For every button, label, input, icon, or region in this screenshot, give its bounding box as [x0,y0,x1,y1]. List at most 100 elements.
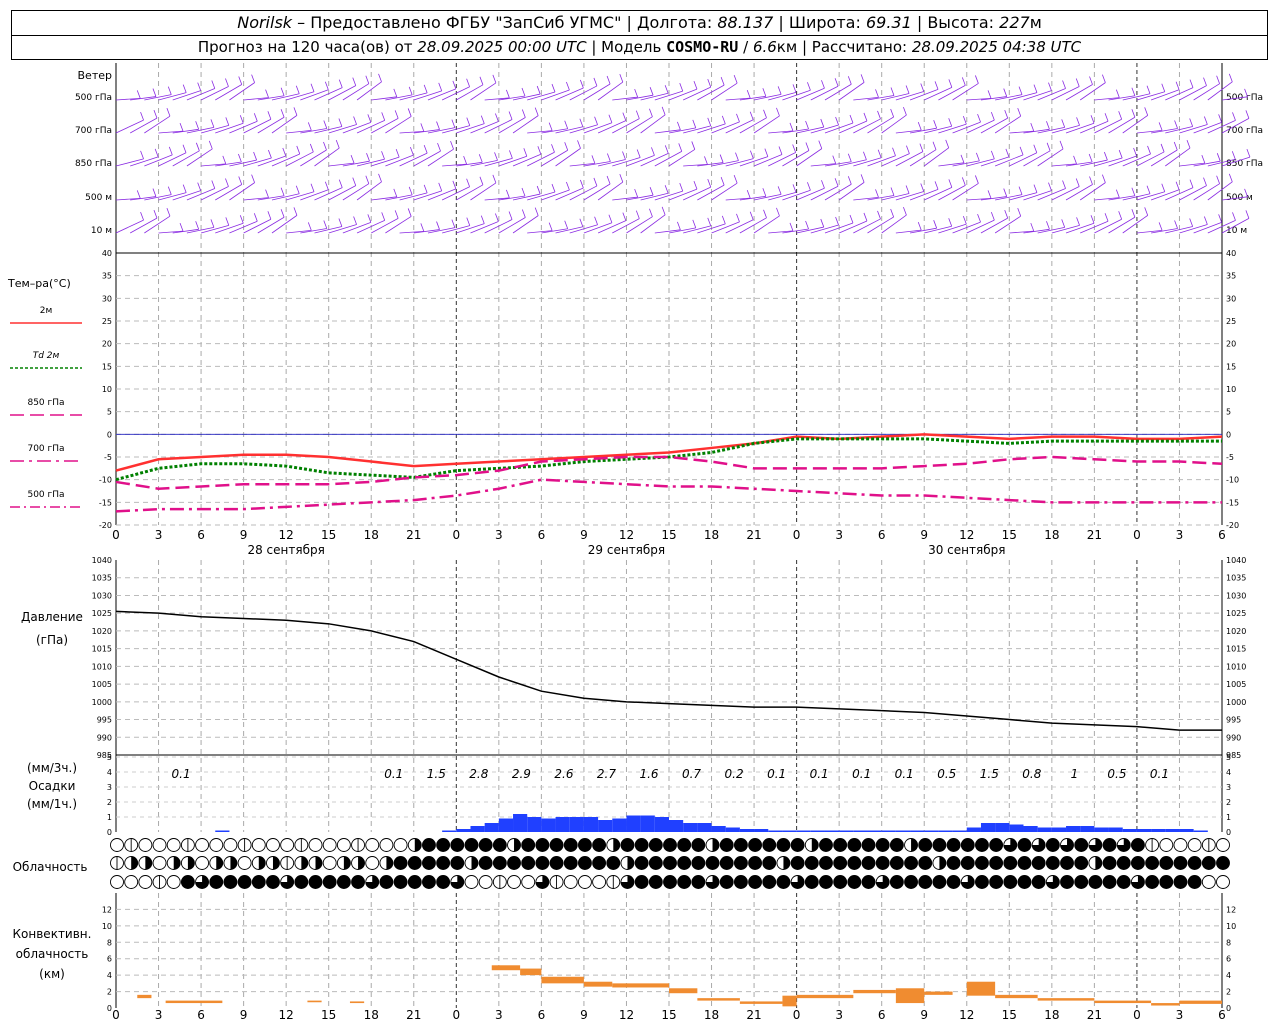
wind-barb [626,94,654,101]
day-label: 29 сентября [588,543,665,557]
wind-barb [612,218,640,234]
wind-barb-feather [182,144,187,153]
wind-barb-feather [807,182,811,191]
cloud-cover-fill [805,875,819,889]
wind-barb-feather [1232,112,1236,121]
wind-barb [654,129,681,134]
wind-level-label-left: 700 гПа [75,126,112,136]
wind-barb [909,149,937,167]
cloud-cover-fill [691,875,705,889]
wind-barb-feather [265,189,269,198]
wind-barb-feather [847,76,852,85]
cloud-cover-symbol [1187,838,1202,852]
precip-bar [1151,829,1166,832]
wind-barb-feather [1216,153,1221,162]
conv-bar [796,994,854,999]
wind-barb-feather [282,147,287,157]
wind-barb [215,161,242,167]
cloud-cover-fill [408,856,422,870]
cloud-cover-fill [1173,875,1187,889]
wind-barb [768,130,794,134]
cloud-cover-fill [1159,856,1173,870]
wind-barb-feather [749,150,754,159]
wind-barb-feather [903,206,907,216]
wind-level-label-left: 10 м [91,226,112,236]
wind-barb [980,217,1008,234]
wind-barb [498,95,526,101]
alt-unit: м [1029,13,1042,32]
wind-barb [598,159,626,167]
wind-barb-feather [1073,155,1077,165]
wind-barb-feather [521,87,526,97]
wind-barb [838,220,868,234]
cloud-cover-fill [975,856,989,870]
wind-barb [909,189,939,201]
wind-barb-feather [367,214,372,223]
wind-barb [1037,148,1064,167]
cloud-cover-fill [1060,856,1074,870]
wind-barb-feather [649,187,654,196]
wind-barb [441,186,470,201]
wind-barb-feather [1246,149,1251,158]
wind-level-label-left: 500 гПа [75,93,112,103]
wind-barb-feather [353,216,357,225]
wind-barb [895,129,922,134]
wind-barb [385,154,414,167]
wind-barb [824,83,852,101]
lat-label: Широта: [788,13,861,32]
wind-barb [427,188,457,201]
wind-barb-feather [719,154,724,163]
wind-barb-feather [352,77,357,86]
wind-barb [385,216,412,234]
temp-series-0 [115,433,1223,472]
wind-barb [470,221,499,234]
wind-barb [640,192,669,201]
wind-barb [371,196,397,201]
time-tick-label-bottom: 3 [495,1008,503,1022]
cloud-cover-fill [1216,856,1230,870]
wind-barb-feather [746,90,751,99]
wind-barb [200,224,229,234]
wind-barb [810,185,839,201]
wind-barb-feather [890,208,895,218]
time-tick-label-bottom: 15 [661,1008,676,1022]
wind-barb [527,230,553,234]
cloud-cover-fill [436,838,450,852]
time-tick-label: 15 [1002,528,1017,542]
cloud-cover-fill [479,856,493,870]
wind-barb [796,226,824,234]
wind-barb-feather [378,73,382,82]
wind-barb [413,129,440,134]
wind-barb [1065,122,1095,134]
wind-barb [583,183,611,201]
wind-barb-feather [225,78,229,87]
wind-barb-feather [764,148,769,157]
cloud-cover-symbol [322,856,337,870]
precip-bar [796,830,811,832]
precip-3h-total: 1.5 [427,767,446,781]
wind-barb [683,225,711,234]
wind-barb-feather [1203,77,1207,86]
wind-barb [1122,193,1151,201]
wind-barb [980,117,1008,134]
precip-bar [895,830,911,832]
temp-tick-right: -5 [1226,453,1234,462]
wind-barb-feather [736,213,740,222]
wind-barb [201,163,226,167]
wind-barb [1009,92,1038,101]
wind-barb [1122,115,1148,134]
wind-barb-feather [863,151,867,160]
wind-barb [768,230,794,234]
wind-barb [938,85,966,101]
temp-legend-label: Td 2м [33,351,60,361]
cloud-cover-fill [436,875,450,889]
wind-barb-feather [140,111,144,121]
precip-tick-left: 5 [107,753,112,762]
cloud-cover-fill [911,838,918,852]
wind-barb [966,158,995,167]
wind-barb [924,87,953,101]
precip-3h-total: 0.5 [937,767,956,781]
wind-level-label-right: 700 гПа [1226,126,1263,136]
wind-barb-feather [182,84,187,93]
cloud-cover-fill [961,856,975,870]
